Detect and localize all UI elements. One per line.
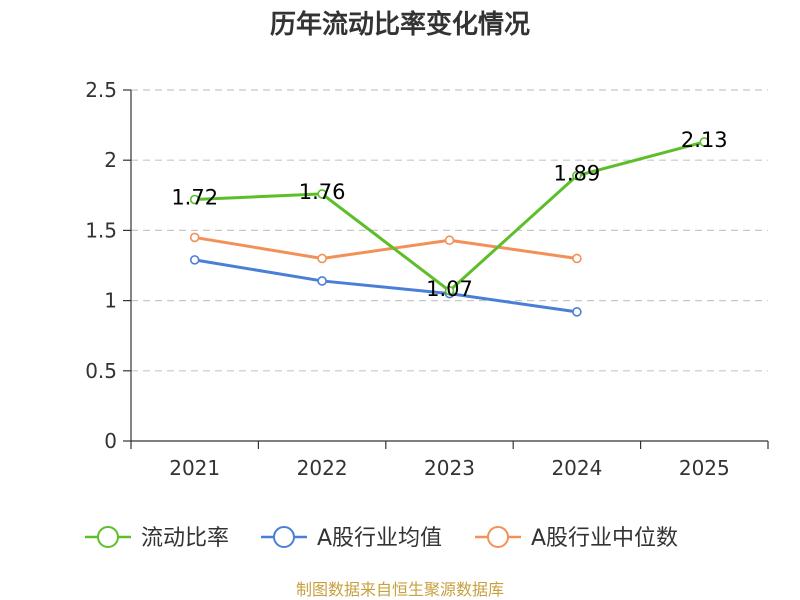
legend-label: 流动比率	[141, 526, 229, 551]
data-point[interactable]	[317, 253, 327, 264]
data-label: 1.89	[554, 162, 601, 186]
data-point[interactable]	[189, 232, 200, 243]
grid-lines	[131, 89, 768, 372]
x-tick-label: 2025	[679, 456, 730, 480]
data-point[interactable]	[444, 235, 455, 246]
data-point[interactable]	[572, 253, 582, 264]
data-label: 1.07	[426, 277, 473, 301]
x-tick-label: 2024	[551, 456, 602, 480]
data-point[interactable]	[189, 255, 200, 265]
data-label: 2.13	[681, 128, 728, 152]
x-tick-label: 2022	[297, 456, 348, 480]
legend[interactable]: 流动比率 A股行业均值 A股行业中位数	[85, 526, 678, 551]
x-tick-label: 2021	[169, 456, 220, 480]
x-tick-label: 2023	[424, 456, 475, 480]
legend-label: A股行业均值	[317, 526, 442, 551]
legend-label: A股行业中位数	[531, 526, 678, 551]
data-point[interactable]	[699, 137, 710, 147]
y-tick-label: 0.5	[85, 359, 117, 383]
series-lines	[189, 137, 710, 317]
data-point[interactable]	[572, 307, 582, 317]
data-point[interactable]	[317, 276, 327, 286]
data-point[interactable]	[317, 189, 327, 199]
legend-marker	[97, 526, 119, 548]
series-0	[189, 137, 710, 296]
y-tick-label: 1	[104, 289, 117, 313]
chart-title: 历年流动比率变化情况	[270, 9, 530, 40]
data-label: 1.72	[171, 186, 218, 210]
y-tick-label: 2	[104, 148, 117, 172]
data-point[interactable]	[572, 170, 582, 181]
y-tick-label: 1.5	[85, 218, 117, 242]
series-line	[194, 258, 578, 314]
data-point[interactable]	[444, 285, 455, 296]
legend-item[interactable]: A股行业中位数	[475, 526, 678, 551]
data-label: 1.76	[299, 180, 346, 204]
legend-marker	[273, 526, 295, 548]
series-1	[189, 255, 582, 317]
y-tick-label: 2.5	[85, 78, 117, 102]
source-note: 制图数据来自恒生聚源数据库	[296, 580, 504, 599]
legend-item[interactable]: 流动比率	[85, 526, 229, 551]
series-line	[194, 140, 705, 293]
series-2	[189, 232, 582, 264]
data-point[interactable]	[189, 194, 200, 205]
legend-marker	[487, 526, 509, 548]
axes: 0 0.5 1 1.5 2 2.5 2021 2022 2023 2024 2025	[85, 78, 769, 480]
legend-item[interactable]: A股行业均值	[261, 526, 442, 551]
data-labels: 1.72 1.76 1.07 1.89 2.13	[171, 128, 727, 301]
y-tick-label: 0	[104, 429, 117, 453]
series-line	[194, 235, 578, 260]
